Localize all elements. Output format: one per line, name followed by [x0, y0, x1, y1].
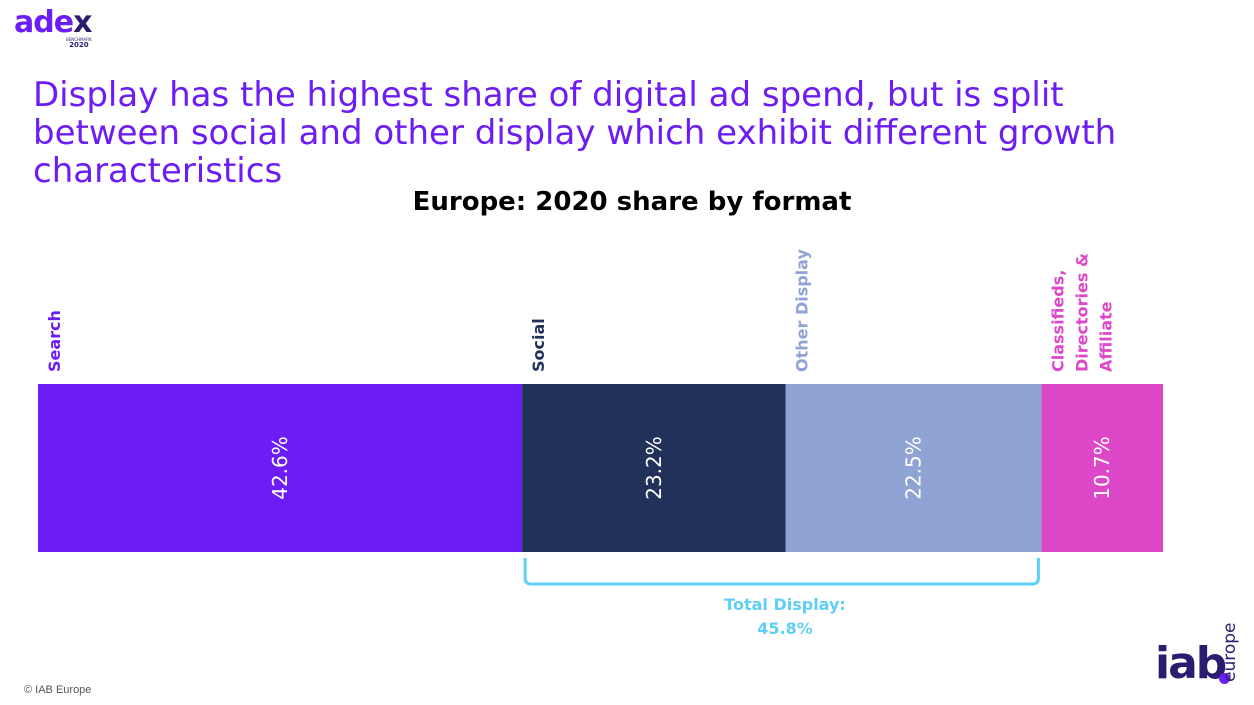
data-label-social: 23.2% [642, 436, 666, 500]
data-label-classifieds-directories-affiliate: 10.7% [1090, 436, 1114, 500]
adex-logo-x: x [73, 5, 92, 40]
adex-logo: adex BENCHMARK 2020 [14, 8, 94, 52]
iab-logo-word: iab [1155, 638, 1227, 689]
data-label-search: 42.6% [268, 436, 292, 500]
category-label-other-display: Other Display [793, 249, 812, 372]
bar-segment-search [38, 384, 523, 552]
adex-logo-sub: BENCHMARK 2020 [66, 37, 92, 49]
copyright: © IAB Europe [24, 684, 92, 696]
data-label-other-display: 22.5% [902, 436, 926, 500]
adex-logo-sub-line1: BENCHMARK [66, 37, 92, 42]
total-display-value: 45.8% [757, 619, 813, 638]
bar-segment-other-display [785, 384, 1042, 552]
bar-segment-classifieds-directories-affiliate [1041, 384, 1163, 552]
adex-logo-sub-line2: 2020 [69, 41, 89, 49]
category-label-search: Search [45, 310, 64, 372]
slide-headline: Display has the highest share of digital… [33, 75, 1117, 191]
iab-europe-logo: iab europe [1150, 612, 1240, 692]
category-label-social: Social [529, 318, 548, 372]
chart-title: Europe: 2020 share by format [412, 187, 852, 217]
category-label-classifieds-directories-affiliate-line-2: Directories & [1072, 253, 1091, 372]
category-label-classifieds-directories-affiliate-line-3: Affiliate [1096, 301, 1115, 372]
total-display-bracket [523, 558, 1040, 586]
category-label-classifieds-directories-affiliate-line-1: Classifieds, [1048, 270, 1067, 372]
total-display-label: Total Display: 45.8% [690, 593, 880, 641]
iab-logo-dot [1219, 673, 1230, 684]
adex-logo-word: adex [14, 8, 94, 38]
total-display-title: Total Display: [724, 595, 846, 614]
adex-logo-main: ade [14, 5, 74, 40]
bar-segment-social [522, 384, 786, 552]
iab-logo-europe: europe [1220, 622, 1240, 683]
stacked-share-chart: 42.6% Search 23.2% Social 22.5% Other Display… [38, 249, 1163, 586]
